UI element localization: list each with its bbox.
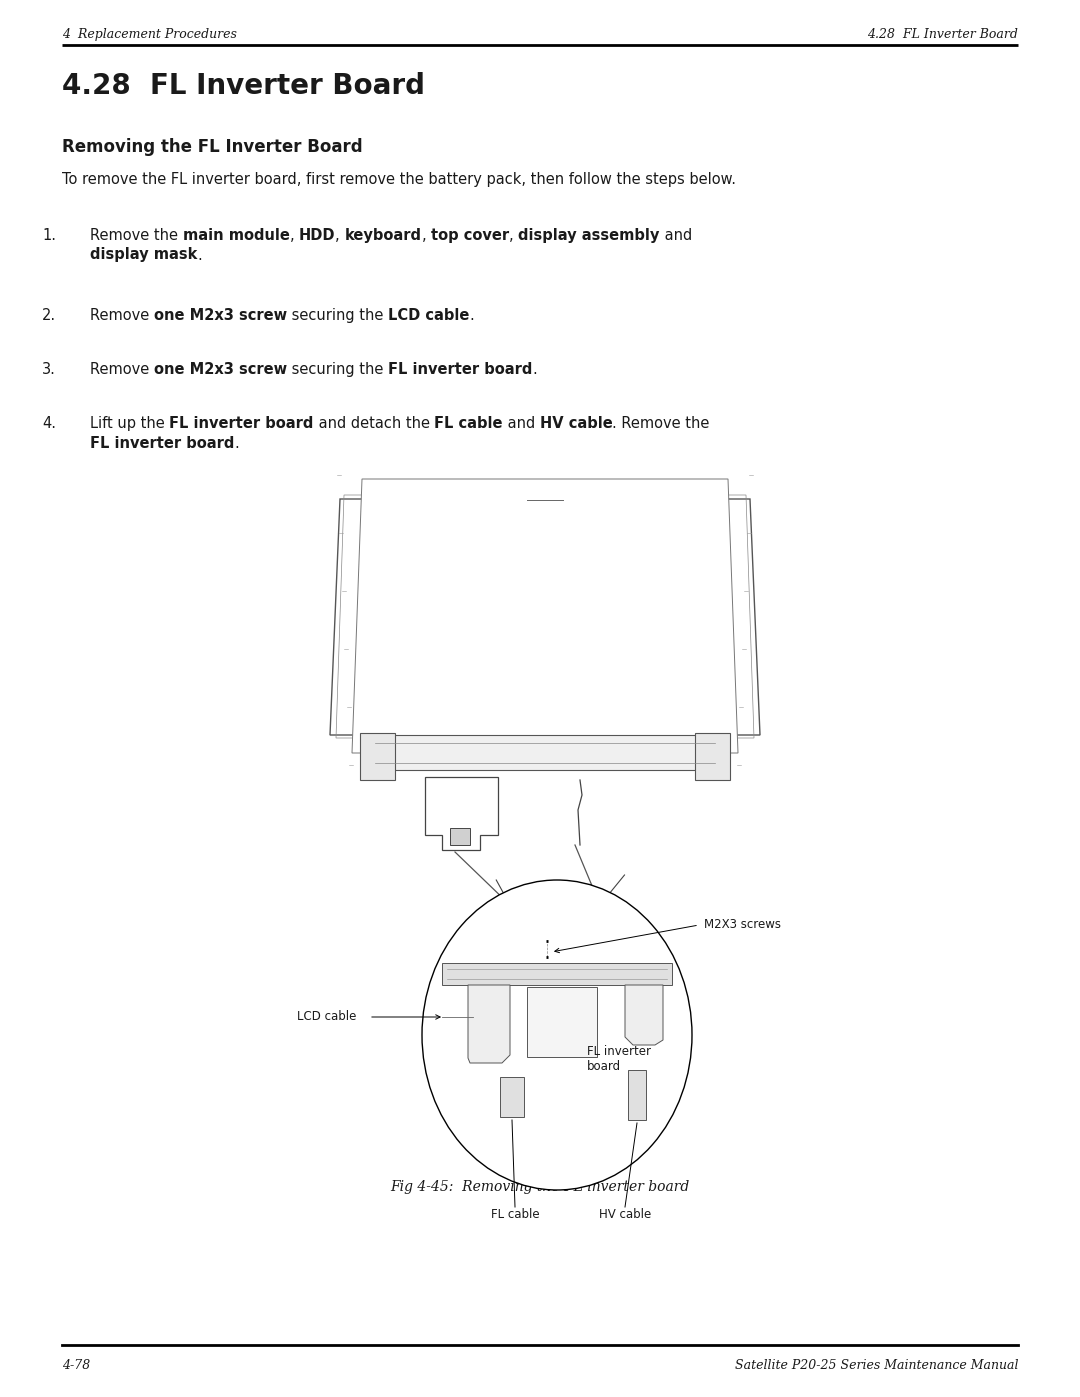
- Text: ,: ,: [335, 228, 345, 243]
- Text: LCD cable: LCD cable: [297, 1010, 356, 1024]
- Text: 4  Replacement Procedures: 4 Replacement Procedures: [62, 28, 237, 41]
- Text: 1.: 1.: [42, 228, 56, 243]
- Text: 4.28  FL Inverter Board: 4.28 FL Inverter Board: [62, 73, 426, 101]
- Text: and: and: [660, 228, 692, 243]
- Text: Remove: Remove: [90, 362, 153, 377]
- Polygon shape: [352, 479, 738, 753]
- Text: FL cable: FL cable: [434, 416, 503, 432]
- Text: 3.: 3.: [42, 362, 56, 377]
- Text: . Remove the: . Remove the: [612, 416, 710, 432]
- Text: M2X3 screws: M2X3 screws: [704, 918, 781, 932]
- Polygon shape: [330, 499, 760, 735]
- Text: securing the: securing the: [287, 362, 388, 377]
- Text: HV cable: HV cable: [599, 1208, 651, 1221]
- Text: FL inverter board: FL inverter board: [388, 362, 532, 377]
- Polygon shape: [365, 735, 725, 770]
- Ellipse shape: [422, 880, 692, 1190]
- Polygon shape: [468, 985, 510, 1063]
- Text: Lift up the: Lift up the: [90, 416, 170, 432]
- Text: keyboard: keyboard: [345, 228, 421, 243]
- Text: Remove: Remove: [90, 307, 153, 323]
- Text: display assembly: display assembly: [518, 228, 660, 243]
- Polygon shape: [442, 963, 672, 985]
- Text: FL inverter
board: FL inverter board: [588, 1045, 651, 1073]
- Text: Satellite P20-25 Series Maintenance Manual: Satellite P20-25 Series Maintenance Manu…: [734, 1359, 1018, 1372]
- Text: FL cable: FL cable: [490, 1208, 539, 1221]
- Text: top cover: top cover: [431, 228, 509, 243]
- Text: one M2x3 screw: one M2x3 screw: [153, 307, 287, 323]
- Text: and: and: [503, 416, 540, 432]
- Text: main module: main module: [183, 228, 289, 243]
- Text: HDD: HDD: [299, 228, 335, 243]
- Text: ,: ,: [289, 228, 299, 243]
- Polygon shape: [426, 777, 498, 849]
- Text: ,: ,: [509, 228, 518, 243]
- Polygon shape: [627, 1070, 646, 1120]
- Text: 2.: 2.: [42, 307, 56, 323]
- Text: and detach the: and detach the: [314, 416, 434, 432]
- Text: Fig 4-45:  Removing the FL inverter board: Fig 4-45: Removing the FL inverter board: [390, 1180, 690, 1194]
- Polygon shape: [527, 988, 597, 1058]
- Text: .: .: [198, 247, 202, 263]
- Text: .: .: [532, 362, 537, 377]
- Text: .: .: [470, 307, 474, 323]
- Text: Removing the FL Inverter Board: Removing the FL Inverter Board: [62, 138, 363, 156]
- Polygon shape: [625, 985, 663, 1045]
- Text: one M2x3 screw: one M2x3 screw: [153, 362, 287, 377]
- Text: securing the: securing the: [287, 307, 388, 323]
- Text: LCD cable: LCD cable: [388, 307, 470, 323]
- Text: HV cable: HV cable: [540, 416, 612, 432]
- Text: To remove the FL inverter board, first remove the battery pack, then follow the : To remove the FL inverter board, first r…: [62, 172, 735, 187]
- Text: ,: ,: [421, 228, 431, 243]
- Text: 4.: 4.: [42, 416, 56, 432]
- Polygon shape: [360, 733, 395, 780]
- Polygon shape: [500, 1077, 524, 1118]
- Text: .: .: [234, 436, 239, 450]
- Text: 4.28  FL Inverter Board: 4.28 FL Inverter Board: [867, 28, 1018, 41]
- Text: FL inverter board: FL inverter board: [170, 416, 314, 432]
- Text: display mask: display mask: [90, 247, 198, 263]
- Text: 4-78: 4-78: [62, 1359, 91, 1372]
- Text: Remove the: Remove the: [90, 228, 183, 243]
- Text: FL inverter board: FL inverter board: [90, 436, 234, 450]
- Polygon shape: [450, 828, 470, 845]
- Polygon shape: [696, 733, 730, 780]
